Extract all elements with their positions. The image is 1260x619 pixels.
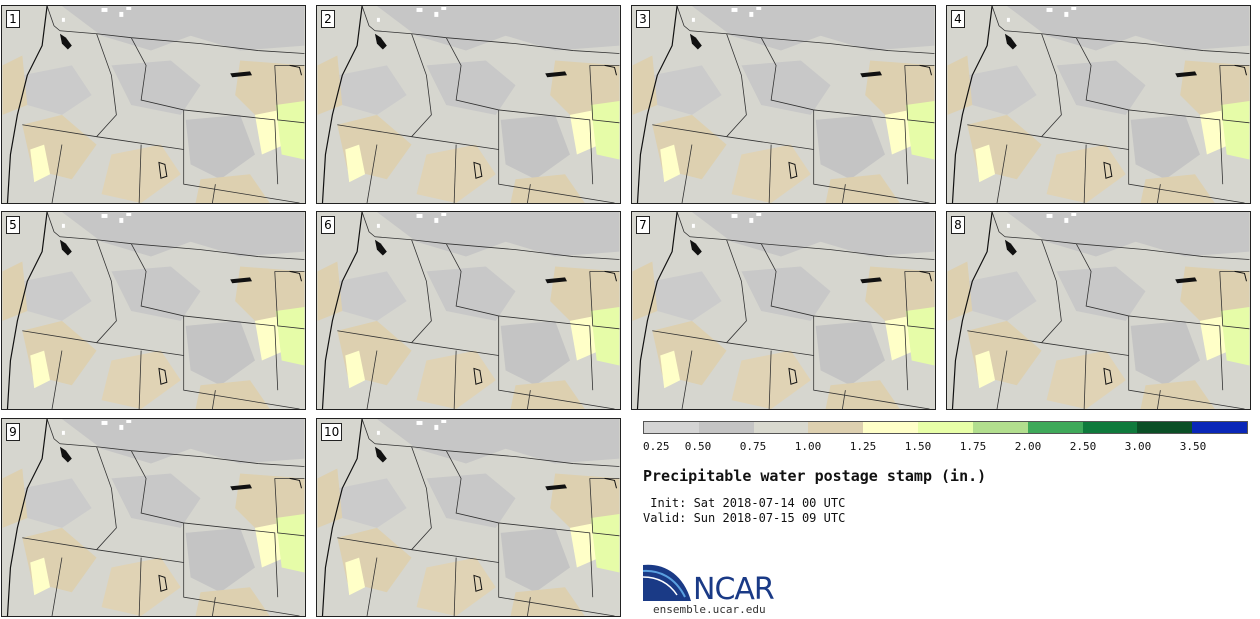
member-number: 2 [321, 10, 335, 28]
colorbar-tick-label: 0.75 [739, 440, 767, 453]
colorbar-tick-label: 2.00 [1014, 440, 1042, 453]
member-panel-8: 8 [946, 211, 1251, 410]
colorbar-tick-label: 1.25 [849, 440, 877, 453]
member-panel-1: 1 [1, 5, 306, 204]
colorbar [643, 421, 1248, 434]
colorbar-swatch [753, 422, 809, 433]
precipitable-water-map [317, 6, 620, 203]
colorbar-tick-label: 0.25 [643, 440, 670, 453]
precipitable-water-map [2, 6, 305, 203]
member-number: 9 [6, 423, 20, 441]
member-panel-9: 9 [1, 418, 306, 617]
colorbar-swatch [1027, 422, 1083, 433]
precipitable-water-map [2, 212, 305, 409]
colorbar-legend: 0.25 0.50 0.75 1.00 1.25 1.50 1.75 2.00 2.50 3.00… [643, 421, 1248, 456]
colorbar-tick-label: 3.50 [1179, 440, 1207, 453]
colorbar-swatch [1192, 422, 1247, 433]
precipitable-water-map [632, 6, 935, 203]
colorbar-tick-label: 2.50 [1069, 440, 1097, 453]
ncar-logo: NCAR ensemble.ucar.edu [643, 563, 793, 619]
precipitable-water-map [632, 212, 935, 409]
member-number: 5 [6, 216, 20, 234]
precipitable-water-map [317, 419, 620, 616]
precipitable-water-map [947, 212, 1250, 409]
member-panel-10: 10 [316, 418, 621, 617]
plot-title: Precipitable water postage stamp (in.) [643, 467, 987, 485]
member-panel-7: 7 [631, 211, 936, 410]
member-number: 3 [636, 10, 650, 28]
forecast-times: Init: Sat 2018-07-14 00 UTC Valid: Sun 2… [643, 496, 845, 526]
colorbar-swatch [918, 422, 973, 433]
member-number: 6 [321, 216, 335, 234]
member-panel-4: 4 [946, 5, 1251, 204]
colorbar-tick-label: 1.50 [904, 440, 932, 453]
colorbar-ticks: 0.25 0.50 0.75 1.00 1.25 1.50 1.75 2.00 2.50 3.00… [643, 440, 1248, 456]
ncar-swoosh-icon [643, 564, 691, 601]
colorbar-tick-label: 0.50 [684, 440, 712, 453]
colorbar-swatch [644, 422, 699, 433]
colorbar-tick-label: 1.00 [794, 440, 822, 453]
colorbar-swatch [698, 422, 754, 433]
member-panel-2: 2 [316, 5, 621, 204]
member-number: 7 [636, 216, 650, 234]
ensemble-url: ensemble.ucar.edu [653, 603, 766, 616]
member-panel-3: 3 [631, 5, 936, 204]
colorbar-tick-label: 3.00 [1124, 440, 1152, 453]
member-panel-6: 6 [316, 211, 621, 410]
valid-time: Valid: Sun 2018-07-15 09 UTC [643, 511, 846, 525]
precipitable-water-map [947, 6, 1250, 203]
colorbar-tick-label: 1.75 [959, 440, 987, 453]
member-number: 8 [951, 216, 965, 234]
precipitable-water-map [317, 212, 620, 409]
member-number: 10 [321, 423, 343, 441]
colorbar-swatch [972, 422, 1028, 433]
init-time: Init: Sat 2018-07-14 00 UTC [643, 496, 846, 510]
colorbar-swatch [1137, 422, 1193, 433]
ncar-wordmark: NCAR [693, 572, 775, 607]
colorbar-swatch [863, 422, 919, 433]
precipitable-water-map [2, 419, 305, 616]
member-number: 1 [6, 10, 20, 28]
member-number: 4 [951, 10, 965, 28]
colorbar-swatch [808, 422, 864, 433]
colorbar-swatch [1082, 422, 1138, 433]
member-panel-5: 5 [1, 211, 306, 410]
